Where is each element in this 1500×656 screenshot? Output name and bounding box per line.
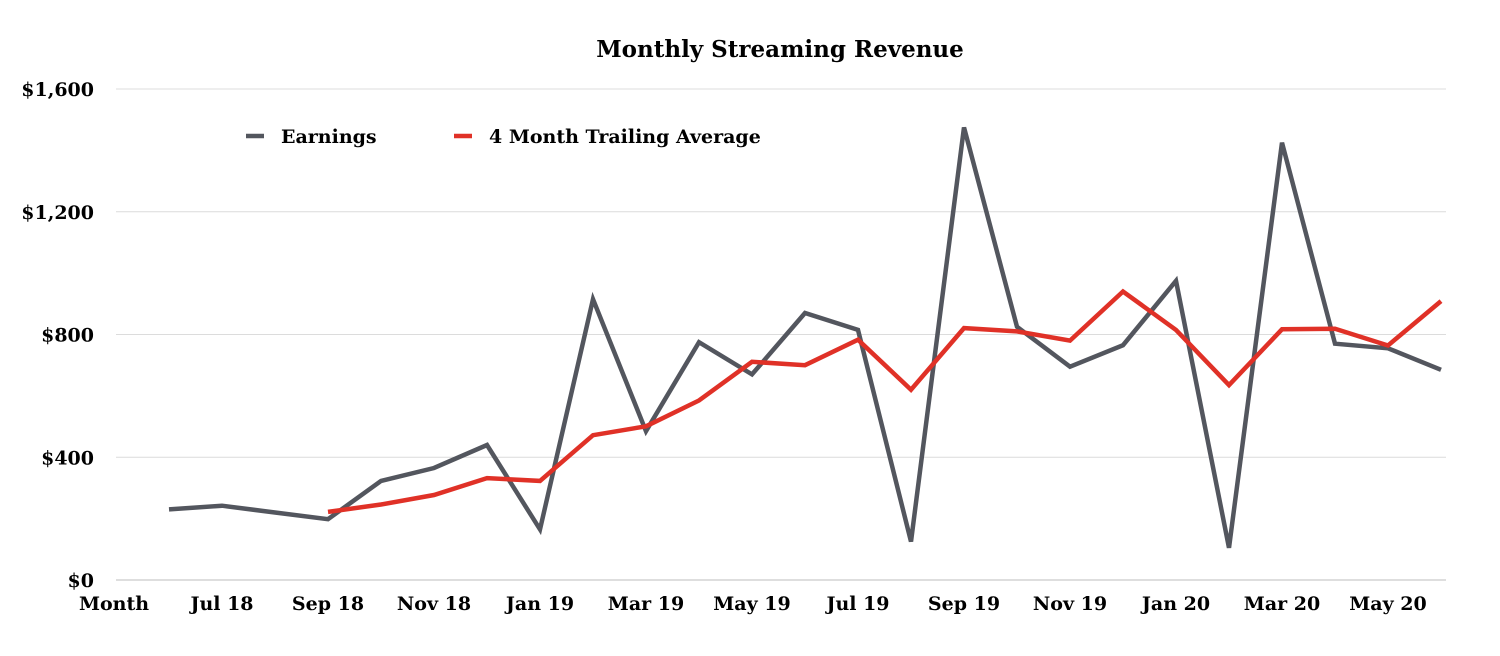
x-tick-label: May 19 [713,593,790,615]
legend-label: 4 Month Trailing Average [489,126,761,148]
legend-label: Earnings [281,126,377,148]
x-tick-label: May 20 [1349,593,1426,615]
earnings-line [168,126,1442,549]
x-tick-label: Nov 19 [1033,593,1107,615]
y-tick-label: $1,600 [21,79,94,101]
x-tick-label: Mar 20 [1244,593,1320,615]
chart-title: Monthly Streaming Revenue [596,36,964,63]
gridlines [116,88,1446,581]
x-tick-label: Mar 19 [608,593,684,615]
x-tick-label: Jan 19 [504,593,574,615]
x-tick-label: Jan 20 [1140,593,1210,615]
trailing-average-line [327,288,1443,515]
x-tick-label: Jul 18 [188,593,253,615]
y-tick-label: $1,200 [21,202,94,224]
series-lines [168,126,1443,549]
x-tick-label: Jul 19 [824,593,889,615]
y-tick-label: $400 [41,447,94,469]
x-tick-label: Nov 18 [397,593,471,615]
y-tick-label: $800 [41,325,94,347]
y-tick-label: $0 [68,570,94,592]
x-tick-label: Sep 19 [928,593,1000,615]
legend: Earnings 4 Month Trailing Average [246,126,761,148]
y-axis-tick-labels: $0 $400 $800 $1,200 $1,600 [21,79,94,592]
x-axis-tick-labels: Jul 18 Sep 18 Nov 18 Jan 19 Mar 19 May 19 Jul … [188,593,1426,615]
x-tick-label: Sep 18 [292,593,364,615]
x-axis-label: Month [79,593,149,615]
